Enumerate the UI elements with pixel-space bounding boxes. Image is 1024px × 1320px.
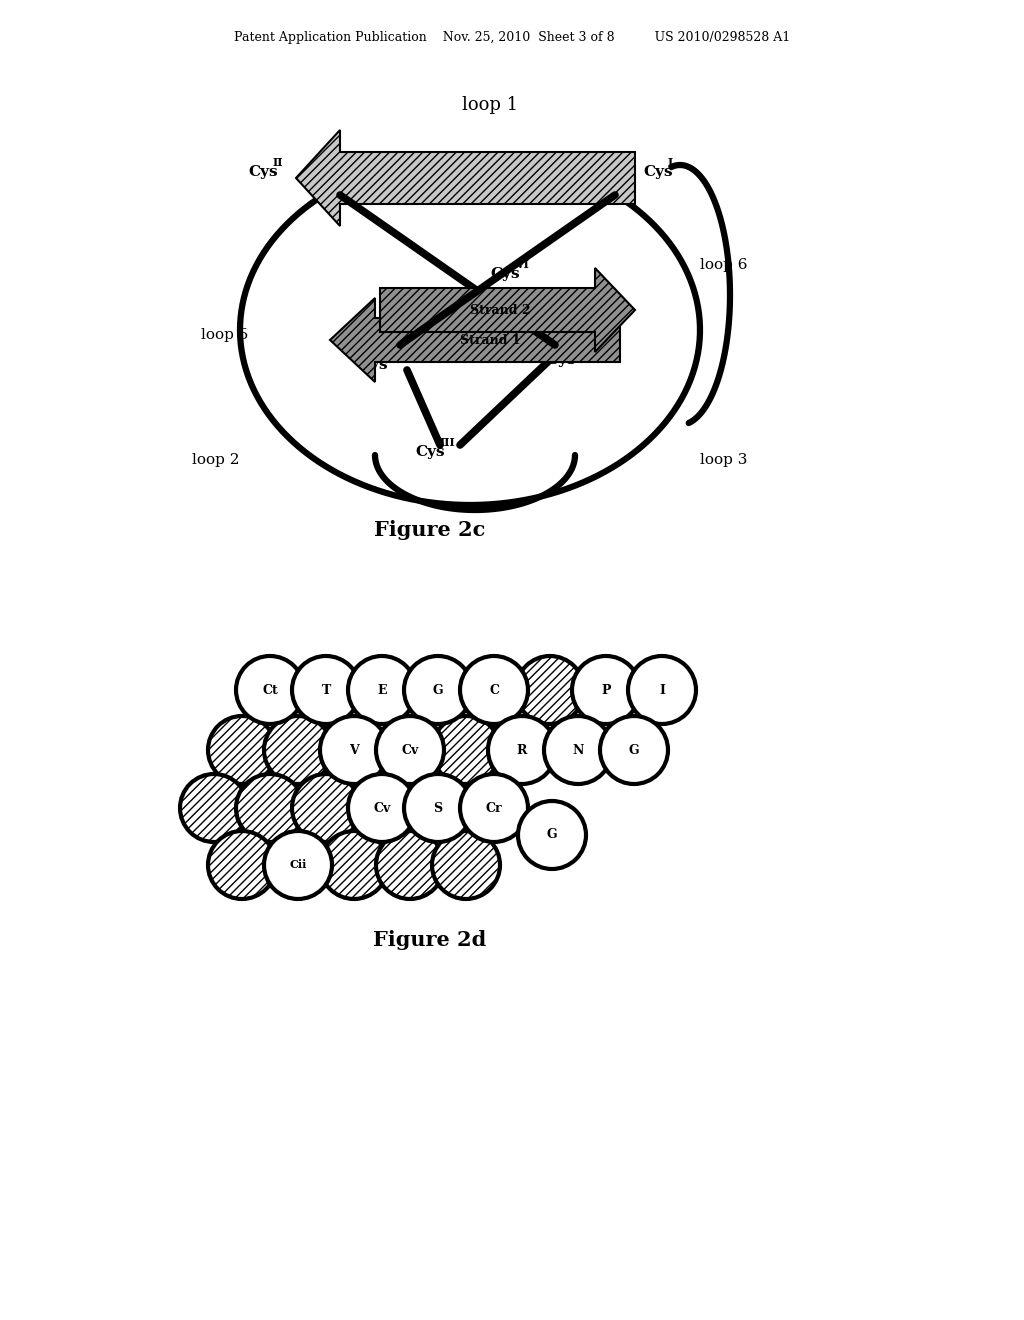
Circle shape: [292, 656, 360, 723]
Text: Cii: Cii: [290, 859, 306, 870]
Text: Strand 1: Strand 1: [460, 334, 520, 346]
Text: II: II: [273, 157, 284, 169]
Circle shape: [628, 656, 696, 723]
Text: Ct: Ct: [262, 684, 278, 697]
Text: S: S: [433, 801, 442, 814]
Text: loop 6: loop 6: [700, 257, 748, 272]
Text: Figure 2c: Figure 2c: [375, 520, 485, 540]
Text: loop 2: loop 2: [193, 453, 240, 467]
Circle shape: [264, 715, 332, 784]
Text: Cys: Cys: [490, 267, 519, 281]
Text: G: G: [547, 829, 557, 842]
Text: R: R: [517, 743, 527, 756]
Circle shape: [460, 656, 528, 723]
Circle shape: [518, 801, 586, 869]
Text: Cys: Cys: [415, 445, 444, 459]
Text: Cys: Cys: [643, 165, 673, 180]
Text: Cr: Cr: [485, 801, 503, 814]
Circle shape: [404, 656, 472, 723]
Text: E: E: [377, 684, 387, 697]
Text: V: V: [383, 351, 391, 362]
Text: VI: VI: [515, 260, 528, 271]
Text: loop 4: loop 4: [545, 323, 589, 337]
Circle shape: [572, 656, 640, 723]
Polygon shape: [380, 268, 635, 352]
Text: III: III: [440, 437, 456, 449]
Polygon shape: [296, 129, 635, 226]
Text: V: V: [349, 743, 358, 756]
Circle shape: [600, 715, 668, 784]
Circle shape: [180, 774, 248, 842]
Text: Cv: Cv: [374, 801, 390, 814]
Circle shape: [319, 832, 388, 899]
Text: Cys: Cys: [546, 352, 575, 367]
Circle shape: [236, 774, 304, 842]
Text: IV: IV: [571, 346, 585, 356]
Circle shape: [264, 832, 332, 899]
Text: Cys: Cys: [358, 358, 388, 372]
Circle shape: [544, 715, 612, 784]
Circle shape: [432, 832, 500, 899]
Text: loop 1: loop 1: [462, 96, 518, 114]
Circle shape: [376, 832, 444, 899]
Circle shape: [376, 715, 444, 784]
Text: G: G: [629, 743, 639, 756]
Text: Cv: Cv: [401, 743, 419, 756]
Text: loop 3: loop 3: [700, 453, 748, 467]
Text: I: I: [659, 684, 665, 697]
Circle shape: [208, 715, 276, 784]
Circle shape: [292, 774, 360, 842]
Text: Cys: Cys: [248, 165, 278, 180]
Text: Strand 2: Strand 2: [470, 304, 530, 317]
Circle shape: [516, 656, 584, 723]
Text: N: N: [572, 743, 584, 756]
Circle shape: [432, 715, 500, 784]
Text: C: C: [489, 684, 499, 697]
Circle shape: [208, 832, 276, 899]
Text: G: G: [433, 684, 443, 697]
Circle shape: [319, 715, 388, 784]
Text: Patent Application Publication    Nov. 25, 2010  Sheet 3 of 8          US 2010/0: Patent Application Publication Nov. 25, …: [233, 32, 791, 45]
Circle shape: [460, 774, 528, 842]
Text: I: I: [668, 157, 673, 169]
Text: loop 5: loop 5: [201, 327, 248, 342]
Circle shape: [488, 715, 556, 784]
Text: Figure 2d: Figure 2d: [374, 931, 486, 950]
Circle shape: [404, 774, 472, 842]
Circle shape: [348, 774, 416, 842]
Polygon shape: [330, 298, 620, 381]
Circle shape: [236, 656, 304, 723]
Circle shape: [348, 656, 416, 723]
Text: T: T: [322, 684, 331, 697]
Text: P: P: [601, 684, 610, 697]
